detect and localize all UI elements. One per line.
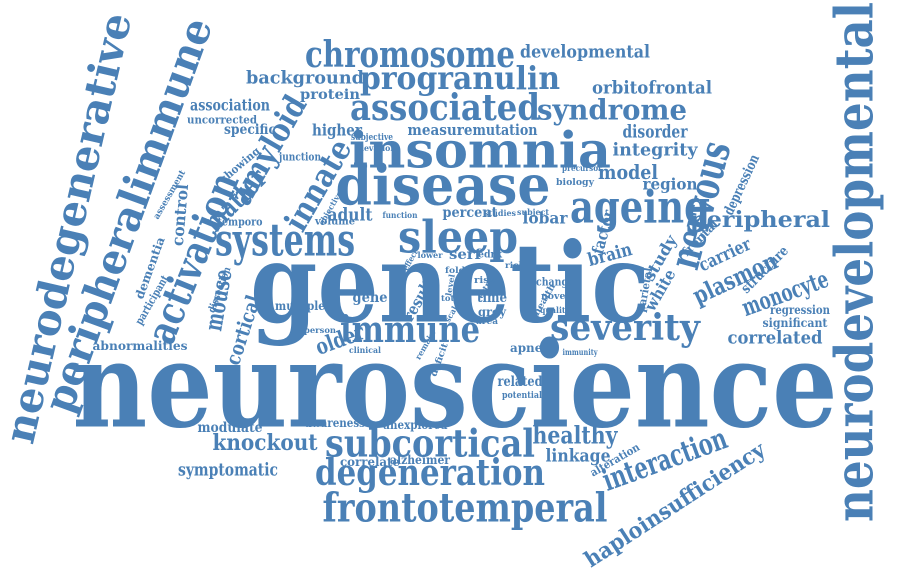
- word: risk: [474, 276, 497, 286]
- word: background: [246, 68, 364, 89]
- word: orbitofrontal: [592, 78, 712, 99]
- word: developmental: [520, 42, 650, 63]
- word: total: [441, 293, 463, 303]
- word: ageing: [570, 181, 710, 234]
- word: junction: [278, 151, 321, 164]
- word: lobar: [523, 209, 569, 228]
- word: rich: [505, 260, 525, 270]
- word: subjective: [351, 133, 393, 143]
- word: linkage: [546, 446, 611, 467]
- word: correlated: [728, 328, 823, 349]
- word: quality: [540, 305, 570, 315]
- word: insomnia: [349, 121, 611, 180]
- word: serf: [449, 247, 482, 263]
- word: measure: [408, 121, 473, 139]
- word: temporo: [218, 216, 263, 229]
- word: frontotemperal: [323, 485, 608, 532]
- word: systems: [215, 214, 355, 267]
- word: mutation: [473, 121, 538, 139]
- word: area: [476, 317, 498, 327]
- word: clinical: [349, 345, 381, 355]
- word: region: [643, 175, 698, 194]
- word: symptomatic: [178, 460, 278, 481]
- word: syndrome: [537, 94, 687, 127]
- word: precursor: [562, 163, 603, 173]
- word: volume: [314, 217, 355, 228]
- word: multiple: [275, 299, 325, 313]
- word: grey: [478, 305, 507, 319]
- word: lower: [418, 250, 444, 260]
- word: apnea: [510, 341, 550, 355]
- word: immune: [340, 309, 480, 351]
- word: abnormalities: [93, 339, 188, 353]
- word: degeneration: [315, 452, 545, 494]
- word: model: [598, 160, 658, 184]
- word: higher: [312, 121, 362, 140]
- word: elevation: [356, 143, 396, 153]
- word: significant: [763, 316, 828, 330]
- word: awareness: [305, 416, 365, 430]
- word: edrk: [478, 250, 503, 261]
- word: knockout: [213, 430, 319, 456]
- word: novel: [541, 292, 570, 302]
- word: studies: [484, 208, 516, 218]
- word: peripheral: [690, 207, 830, 233]
- word: chromosome: [305, 34, 515, 76]
- word: potential: [502, 391, 542, 401]
- word: unexplored: [383, 418, 449, 432]
- word: related: [498, 374, 543, 390]
- word: uncorrected: [187, 114, 257, 127]
- word: person: [304, 325, 336, 335]
- word: modulate: [198, 420, 263, 436]
- word: neuroscience: [73, 316, 838, 455]
- word: protein: [300, 87, 360, 103]
- word: integrity: [613, 140, 699, 161]
- word: gene: [353, 290, 388, 306]
- word: association: [190, 96, 270, 115]
- word: alzheimer: [390, 453, 451, 467]
- word: biology: [556, 178, 595, 188]
- word: function: [383, 210, 418, 220]
- word: healthy: [533, 421, 619, 450]
- word: severity: [550, 307, 701, 349]
- word: subcortical: [325, 421, 535, 466]
- word: regression: [770, 303, 830, 317]
- word: subject: [517, 207, 549, 217]
- word: fold: [445, 265, 465, 275]
- word: change: [536, 276, 574, 289]
- word: sleep: [398, 211, 518, 264]
- word: specific: [224, 122, 276, 138]
- word: disease: [336, 153, 551, 218]
- word: associated: [350, 87, 540, 129]
- word: correlate: [340, 455, 400, 469]
- word: neurodevelopmental: [825, 2, 886, 522]
- word: genetic: [250, 219, 650, 348]
- word: time: [477, 290, 507, 306]
- word: immunity: [563, 347, 598, 357]
- word: level: [443, 273, 457, 296]
- word: disorder: [623, 122, 688, 143]
- word: adult: [328, 205, 374, 226]
- word: percent: [443, 205, 498, 221]
- word: progranulin: [360, 59, 560, 97]
